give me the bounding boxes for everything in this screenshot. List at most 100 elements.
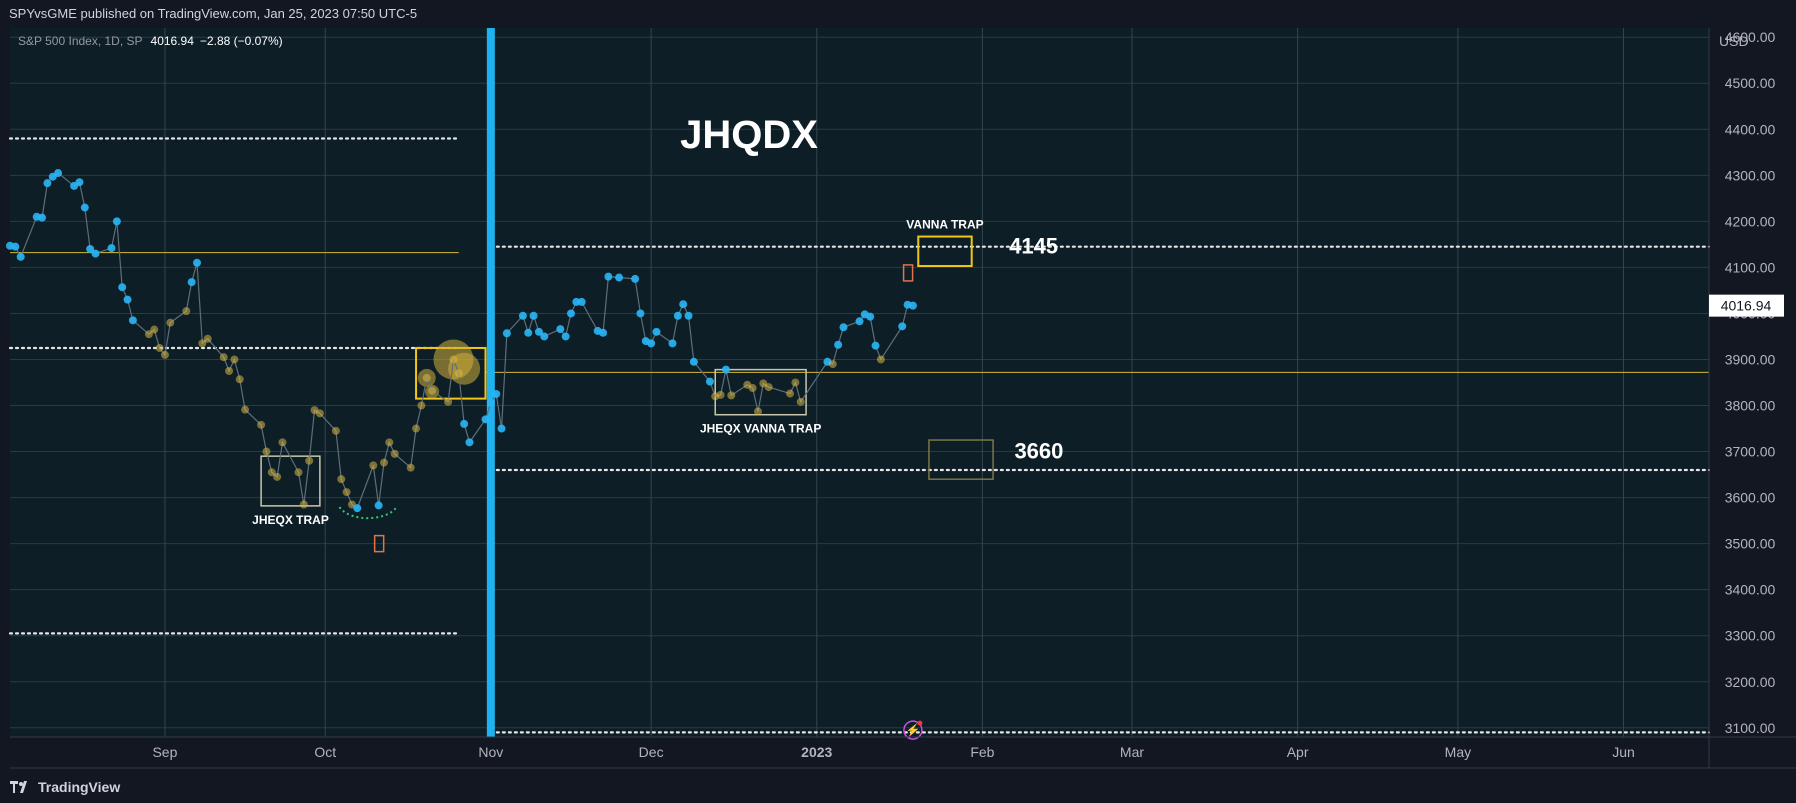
time-tick-label: Dec: [639, 744, 664, 760]
price-annotation: 4145: [1009, 234, 1058, 259]
tradingview-brand: TradingView: [38, 779, 121, 795]
price-point: [337, 475, 346, 484]
price-point: [791, 378, 800, 387]
footer: TradingView: [0, 776, 1796, 798]
price-point: [716, 390, 725, 399]
price-point: [871, 341, 880, 350]
price-point: [796, 397, 805, 406]
price-point: [390, 449, 399, 458]
price-tick-label: 3200.00: [1725, 674, 1776, 690]
trap-box: [917, 235, 973, 268]
price-point: [518, 311, 527, 320]
time-tick-label: Nov: [478, 744, 503, 760]
price-point: [278, 438, 287, 447]
price-point: [599, 328, 608, 337]
last-price: 4016.94: [150, 34, 194, 48]
price-point: [353, 504, 362, 513]
price-point: [155, 343, 164, 352]
price-point: [689, 357, 698, 366]
price-point: [636, 309, 645, 318]
price-point: [673, 311, 682, 320]
price-point: [43, 179, 52, 188]
price-point: [444, 397, 453, 406]
price-point: [834, 340, 843, 349]
time-axis[interactable]: Sep Oct Nov Dec 2023 Feb Mar Apr May Jun: [152, 744, 1634, 760]
price-tick-label: 3400.00: [1725, 582, 1776, 598]
price-point: [460, 419, 469, 428]
price-point: [454, 369, 463, 378]
price-point: [406, 463, 415, 472]
price-annotation: 3660: [1014, 439, 1063, 464]
price-point: [86, 244, 95, 253]
price-point: [422, 373, 431, 382]
price-point: [11, 242, 20, 251]
price-point: [128, 316, 137, 325]
price-point: [294, 468, 303, 477]
price-point: [369, 461, 378, 470]
price-point: [855, 317, 864, 326]
tradingview-logo-icon: [10, 781, 27, 793]
trap-box: [714, 368, 807, 416]
time-tick-label: Feb: [970, 744, 994, 760]
price-tick-label: 3600.00: [1725, 490, 1776, 506]
price-tick-label: 3100.00: [1725, 720, 1776, 736]
currency-label: USD: [1719, 33, 1749, 49]
price-point: [502, 329, 511, 338]
chart-markers: ⚡: [338, 264, 923, 740]
green-dotted-arc: [338, 506, 398, 520]
price-tick-label: 3800.00: [1725, 398, 1776, 414]
price-point: [615, 273, 624, 282]
publisher-text: SPYvsGME published on TradingView.com, J…: [9, 6, 418, 21]
price-point: [374, 501, 383, 510]
price-point: [481, 415, 490, 424]
price-tick-label: 4400.00: [1725, 121, 1776, 137]
annotations: 4145 3660: [1009, 234, 1063, 464]
price-point: [721, 365, 730, 374]
price-point: [123, 295, 132, 304]
price-point: [38, 213, 47, 222]
level-lines: [8, 137, 1711, 734]
price-tick-label: 4600.00: [1725, 29, 1776, 45]
price-point: [428, 386, 437, 395]
price-point: [828, 360, 837, 369]
price-point: [342, 488, 351, 497]
grid-lines: [10, 28, 1709, 737]
trap-boxes: JHEQX TRAP JHEQX VANNA TRAP VANNA TRAP: [252, 218, 994, 527]
price-point: [561, 332, 570, 341]
price-point: [273, 472, 282, 481]
price-point: [577, 297, 586, 306]
price-point: [166, 318, 175, 327]
price-axis[interactable]: 4600.00 4500.00 4400.00 4300.00 4200.00 4100.…: [1725, 29, 1776, 736]
price-tick-label: 4500.00: [1725, 75, 1776, 91]
price-point: [604, 272, 613, 281]
price-point: [529, 311, 538, 320]
price-point: [866, 312, 875, 321]
price-point: [182, 307, 191, 316]
symbol-name: S&P 500 Index, 1D, SP: [18, 34, 143, 48]
price-tick-label: 3900.00: [1725, 351, 1776, 367]
price-tick-label: 3300.00: [1725, 628, 1776, 644]
price-point: [492, 390, 501, 399]
plot-area[interactable]: [10, 28, 1709, 737]
price-point: [379, 458, 388, 467]
price-tick-label: 4300.00: [1725, 167, 1776, 183]
price-point: [727, 391, 736, 400]
price-point: [225, 366, 234, 375]
price-point: [198, 339, 207, 348]
time-tick-label: Apr: [1287, 744, 1309, 760]
price-point: [764, 383, 773, 392]
price-point: [566, 309, 575, 318]
publisher-header: SPYvsGME published on TradingView.com, J…: [0, 0, 1796, 28]
price-point: [267, 468, 276, 477]
price-point: [80, 203, 89, 212]
price-point: [449, 355, 458, 364]
price-point: [753, 407, 762, 416]
price-tick-label: 3500.00: [1725, 536, 1776, 552]
price-point: [486, 398, 495, 407]
trap-label: JHEQX VANNA TRAP: [700, 422, 821, 436]
price-point: [203, 334, 212, 343]
price-point: [219, 353, 228, 362]
price-point: [385, 438, 394, 447]
price-point: [112, 217, 121, 226]
